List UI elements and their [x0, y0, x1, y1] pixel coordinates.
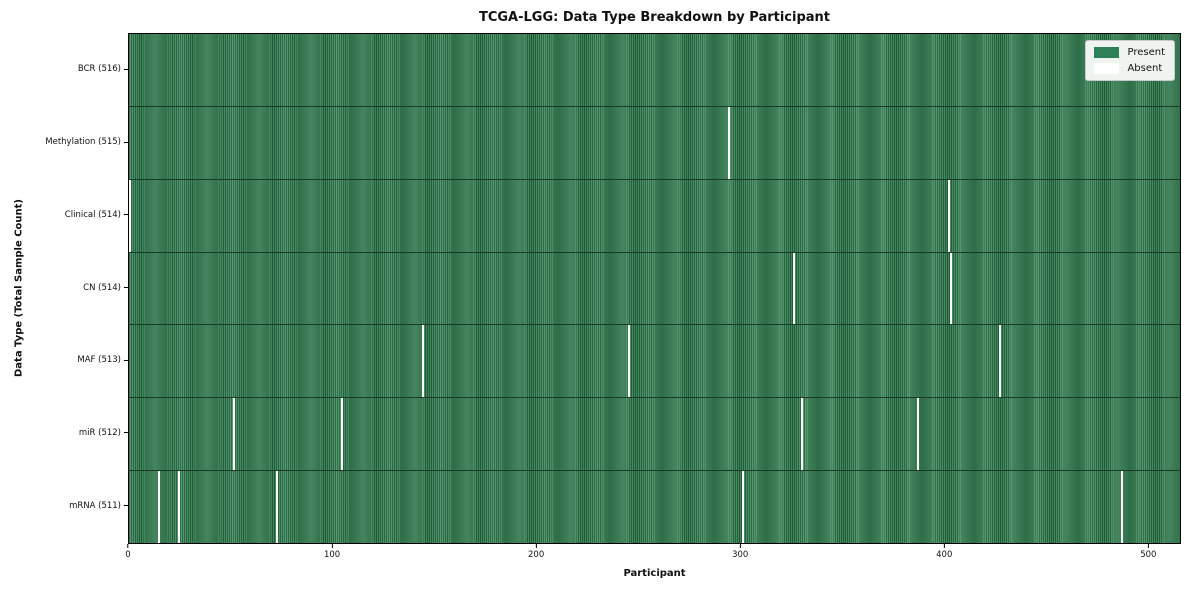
heatmap-row-miR	[129, 397, 1180, 471]
y-tick-mark	[124, 68, 128, 70]
x-tick-300: 300	[732, 544, 748, 560]
y-tick-mark	[124, 141, 128, 143]
absent-cell-participant-144	[422, 325, 425, 398]
x-tick-label: 500	[1140, 550, 1157, 560]
legend-item-present: Present	[1094, 47, 1165, 58]
absent-cell-participant-387	[917, 398, 920, 471]
y-tick-MAF: MAF (513)	[77, 355, 128, 365]
x-axis-ticks: 0 100 200 300 400 500	[125, 544, 1181, 566]
x-tick-label: 0	[125, 550, 131, 560]
heatmap-row-BCR	[129, 34, 1180, 106]
x-axis-label: Participant	[623, 568, 686, 579]
absent-cell-participant-487	[1120, 471, 1123, 544]
x-tick-mark	[943, 544, 945, 548]
legend: Present Absent	[1085, 40, 1175, 81]
absent-cell-participant-326	[793, 252, 795, 325]
absent-cell-participant-301	[742, 471, 745, 544]
absent-cell-participant-330	[801, 398, 804, 471]
absent-swatch	[1094, 63, 1120, 74]
absent-cell-participant-427	[998, 325, 1001, 398]
absent-cell-participant-403	[949, 252, 952, 325]
y-tick-label: miR (512)	[78, 427, 121, 438]
y-tick-mark	[124, 432, 128, 434]
y-tick-mark	[124, 359, 128, 361]
heatmap-row-Clinical	[129, 178, 1180, 252]
y-tick-mark	[124, 214, 128, 216]
absent-cell-participant-72	[275, 471, 278, 544]
y-tick-Methylation: Methylation (515)	[45, 137, 128, 147]
absent-cell-participant-0	[129, 179, 131, 252]
y-tick-Clinical: Clinical (514)	[65, 210, 128, 220]
x-tick-100: 100	[324, 544, 340, 560]
y-tick-label: CN (514)	[83, 282, 121, 293]
y-axis-ticks: BCR (516) Methylation (515) Clinical (514)…	[0, 33, 128, 542]
x-tick-500: 500	[1140, 544, 1156, 560]
absent-cell-participant-14	[157, 471, 160, 544]
y-tick-CN: CN (514)	[83, 283, 128, 293]
heatmap-row-mRNA	[129, 470, 1180, 544]
x-tick-label: 100	[323, 550, 341, 560]
y-tick-label: MAF (513)	[77, 355, 121, 366]
chart-title: TCGA-LGG: Data Type Breakdown by Partici…	[478, 10, 831, 25]
heatmap-row-MAF	[129, 324, 1180, 398]
x-tick-400: 400	[936, 544, 952, 560]
x-tick-0: 0	[125, 544, 131, 560]
x-tick-mark	[1147, 544, 1149, 548]
absent-cell-participant-104	[340, 398, 343, 471]
legend-item-absent: Absent	[1094, 63, 1165, 74]
x-tick-mark	[127, 544, 129, 548]
x-tick-label: 200	[528, 550, 545, 560]
y-tick-BCR: BCR (516)	[78, 64, 128, 74]
legend-label-absent: Absent	[1127, 63, 1163, 74]
x-tick-200: 200	[528, 544, 544, 560]
y-tick-label: BCR (516)	[77, 64, 121, 75]
absent-cell-participant-245	[628, 325, 631, 398]
absent-cell-participant-402	[947, 179, 950, 252]
x-tick-label: 400	[936, 550, 953, 560]
heatmap-row-Methylation	[129, 105, 1180, 179]
heatmap-rows	[129, 34, 1180, 544]
x-tick-mark	[535, 544, 537, 548]
x-tick-label: 300	[732, 550, 749, 560]
x-tick-mark	[331, 544, 333, 548]
heatmap-row-CN	[129, 251, 1180, 325]
y-tick-mRNA: mRNA (511)	[69, 501, 128, 511]
y-tick-miR: miR (512)	[79, 428, 128, 438]
x-tick-mark	[739, 544, 741, 548]
plot-area: Present Absent	[128, 33, 1181, 544]
y-tick-label: Clinical (514)	[64, 209, 121, 220]
y-tick-mark	[124, 505, 128, 507]
y-tick-label: mRNA (511)	[69, 500, 121, 511]
present-swatch	[1094, 47, 1120, 58]
legend-label-present: Present	[1127, 47, 1165, 58]
y-tick-mark	[124, 287, 128, 288]
y-tick-label: Methylation (515)	[45, 137, 121, 148]
absent-cell-participant-51	[232, 398, 235, 471]
absent-cell-participant-294	[727, 106, 730, 179]
absent-cell-participant-24	[177, 471, 180, 544]
